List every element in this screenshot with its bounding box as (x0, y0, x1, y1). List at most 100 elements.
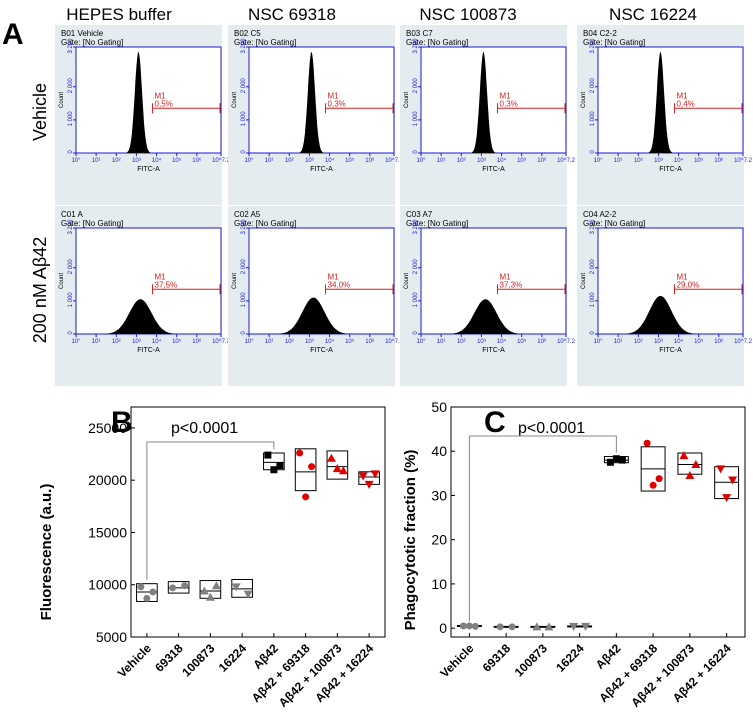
data-point (370, 470, 380, 479)
flow-x-tick-label: 10⁶ (365, 338, 375, 345)
data-point (606, 458, 614, 466)
y-tick-label: 5000 (96, 629, 127, 645)
flow-x-tick-label: 10⁵ (172, 338, 182, 345)
flow-gate-text: Gate: [No Gating] (406, 38, 468, 47)
flow-m1-percent: 34,0% (328, 280, 351, 289)
flow-x-tick-label: 10⁴ (152, 338, 162, 345)
flow-x-axis-label: FITC-A (482, 347, 505, 354)
flow-x-tick-label: 10⁵ (517, 338, 527, 345)
col-title-2: NSC 69318 (248, 5, 336, 24)
flow-x-axis-label: FITC-A (659, 347, 682, 354)
y-tick-label: 25000 (88, 420, 127, 436)
flow-x-tick-label: 10¹ (92, 158, 101, 164)
flow-plot-area (248, 46, 395, 154)
flow-y-tick-label: 3 200 (590, 219, 596, 235)
flow-x-tick-label: 10¹ (437, 158, 446, 164)
y-tick-label: 20000 (88, 472, 127, 488)
data-point (302, 493, 310, 501)
data-point (231, 583, 241, 592)
x-tick-label: 16224 (553, 641, 587, 675)
data-point (270, 466, 278, 474)
flow-x-tick-label: 10¹ (92, 339, 101, 345)
flow-x-tick-label: 10³ (654, 158, 663, 164)
flow-y-tick-label: 3 200 (413, 219, 419, 235)
flow-y-tick-label: 2 000 (413, 259, 419, 275)
box (231, 579, 253, 598)
panel-b-pvalue: p<0.0001 (171, 420, 238, 437)
flow-y-tick-label: 3 200 (590, 38, 596, 54)
y-tick-label: 40 (431, 443, 447, 459)
data-point (655, 475, 663, 483)
data-point (496, 623, 504, 631)
flow-x-tick-label: 10^7.2 (212, 158, 230, 164)
flow-y-tick-label: 1 000 (68, 111, 74, 127)
row-title-abeta: 200 nM Aβ42 (30, 237, 50, 343)
significance-bracket (468, 435, 617, 622)
data-point (338, 466, 348, 475)
significance-bracket (146, 441, 275, 580)
flow-x-tick-label: 10^7.2 (212, 339, 230, 345)
flow-histogram (105, 299, 176, 334)
panel-a-label: A (2, 18, 24, 51)
flow-y-tick-label: 1 000 (413, 292, 419, 308)
flow-y-tick-label: 1 000 (590, 292, 596, 308)
flow-x-tick-label: 10¹ (437, 339, 446, 345)
flow-x-tick-label: 10² (457, 339, 466, 345)
data-point (716, 465, 726, 474)
flow-well-title: B03 C7 (406, 29, 433, 38)
flow-x-tick-label: 10^7.2 (734, 158, 752, 164)
flow-x-tick-label: 10² (285, 339, 294, 345)
flow-y-tick-label: 0 (413, 150, 419, 154)
flow-y-tick-label: 0 (413, 331, 419, 335)
flow-x-axis-label: FITC-A (482, 166, 505, 173)
data-point (459, 622, 467, 630)
flow-y-tick-label: 2 000 (68, 259, 74, 275)
flow-y-tick-label: 2 000 (241, 78, 247, 94)
flow-well-title: C02 A5 (234, 210, 261, 219)
flow-x-tick-label: 10⁶ (192, 338, 202, 345)
flow-x-tick-label: 10° (416, 158, 426, 164)
flow-x-axis-label: FITC-A (310, 166, 333, 173)
flow-x-tick-label: 10⁵ (345, 338, 355, 345)
data-point (264, 451, 272, 459)
panel-b-fluorescence: B Fluorescence (a.u.) p<0.0001 5000 10000… (38, 406, 386, 710)
flow-y-tick-label: 3 200 (68, 38, 74, 54)
flow-x-tick-label: 10⁵ (694, 338, 704, 345)
flow-x-tick-label: 10⁵ (517, 157, 527, 164)
flow-x-tick-label: 10⁴ (325, 157, 335, 164)
flow-x-tick-label: 10° (71, 158, 81, 164)
flow-x-axis-label: FITC-A (137, 347, 160, 354)
flow-y-axis-label: Count (232, 273, 238, 289)
flow-x-tick-label: 10⁵ (345, 157, 355, 164)
flow-y-axis-label: Count (59, 92, 65, 108)
flow-m1-label: M1 (500, 272, 512, 281)
flow-histogram (648, 52, 673, 153)
y-tick-label: 30 (431, 487, 447, 503)
flow-gate-text: Gate: [No Gating] (234, 219, 296, 228)
col-title-4: NSC 16224 (609, 5, 697, 24)
flow-y-tick-label: 1 000 (590, 111, 596, 127)
flow-histogram (299, 52, 324, 153)
flow-m1-label: M1 (328, 91, 340, 100)
flow-x-tick-label: 10³ (132, 158, 141, 164)
data-point (137, 583, 145, 591)
flow-x-tick-label: 10⁶ (714, 157, 724, 164)
y-tick-label: 20 (431, 532, 447, 548)
flow-y-axis-label: Count (404, 92, 410, 108)
data-point (691, 460, 701, 468)
flow-x-tick-label: 10^7.2 (557, 339, 575, 345)
flow-y-tick-label: 3 200 (241, 219, 247, 235)
flow-x-tick-label: 10² (457, 158, 466, 164)
flow-m1-percent: 29,0% (677, 280, 700, 289)
panel-c-ylabel: Phagocytotic fraction (%) (402, 450, 419, 631)
plot-frame (450, 406, 746, 638)
flow-x-tick-label: 10³ (654, 339, 663, 345)
flow-x-tick-label: 10³ (305, 158, 314, 164)
y-tick-label: 50 (431, 399, 447, 415)
data-point (211, 581, 221, 590)
flow-y-axis-label: Count (581, 273, 587, 289)
flow-m1-percent: 0,3% (328, 99, 346, 108)
